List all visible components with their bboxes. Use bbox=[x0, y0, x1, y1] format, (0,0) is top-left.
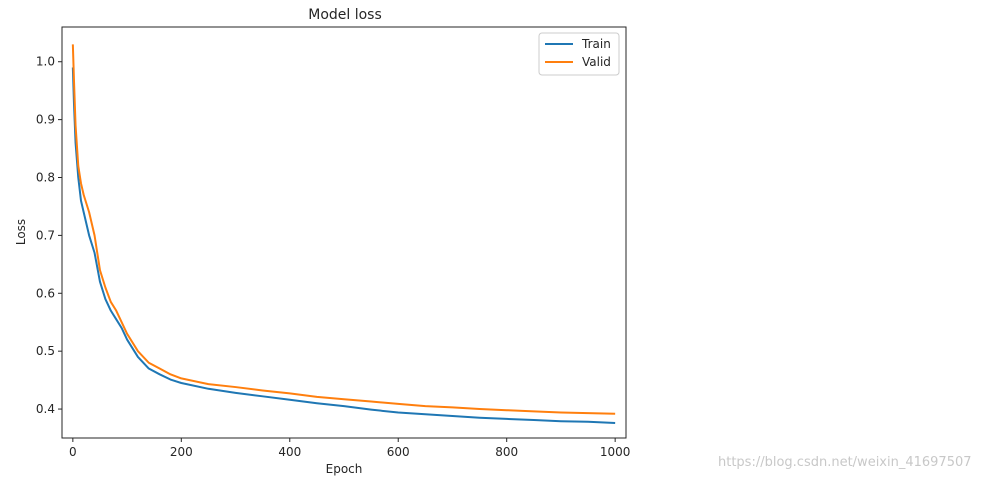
chart-title: Model loss bbox=[308, 7, 382, 23]
x-tick-label: 0 bbox=[69, 445, 77, 459]
watermark-url: https://blog.csdn.net/weixin_41697507 bbox=[718, 455, 972, 470]
x-tick-label: 200 bbox=[170, 445, 193, 459]
y-tick-label: 0.6 bbox=[36, 286, 55, 300]
y-tick-label: 0.8 bbox=[36, 171, 55, 185]
series-line-train bbox=[71, 67, 616, 424]
legend-label-valid: Valid bbox=[582, 55, 611, 69]
x-axis: 0 200 400 600 800 1000 bbox=[69, 438, 630, 459]
x-tick-label: 600 bbox=[387, 445, 410, 459]
x-axis-label: Epoch bbox=[326, 462, 363, 476]
x-tick-label: 800 bbox=[495, 445, 518, 459]
y-tick-label: 0.7 bbox=[36, 228, 55, 242]
plot-area bbox=[61, 26, 627, 439]
y-tick-label: 0.4 bbox=[36, 402, 55, 416]
legend-label-train: Train bbox=[581, 37, 611, 51]
y-axis: 0.4 0.5 0.6 0.7 0.8 0.9 1.0 bbox=[36, 55, 62, 416]
series-layer bbox=[71, 44, 616, 424]
y-tick-label: 1.0 bbox=[36, 55, 55, 69]
series-line-valid bbox=[71, 44, 616, 415]
x-tick-label: 1000 bbox=[600, 445, 631, 459]
x-tick-label: 400 bbox=[278, 445, 301, 459]
y-axis-label: Loss bbox=[14, 219, 28, 245]
y-tick-label: 0.9 bbox=[36, 113, 55, 127]
legend: Train Valid bbox=[538, 32, 620, 76]
y-tick-label: 0.5 bbox=[36, 344, 55, 358]
